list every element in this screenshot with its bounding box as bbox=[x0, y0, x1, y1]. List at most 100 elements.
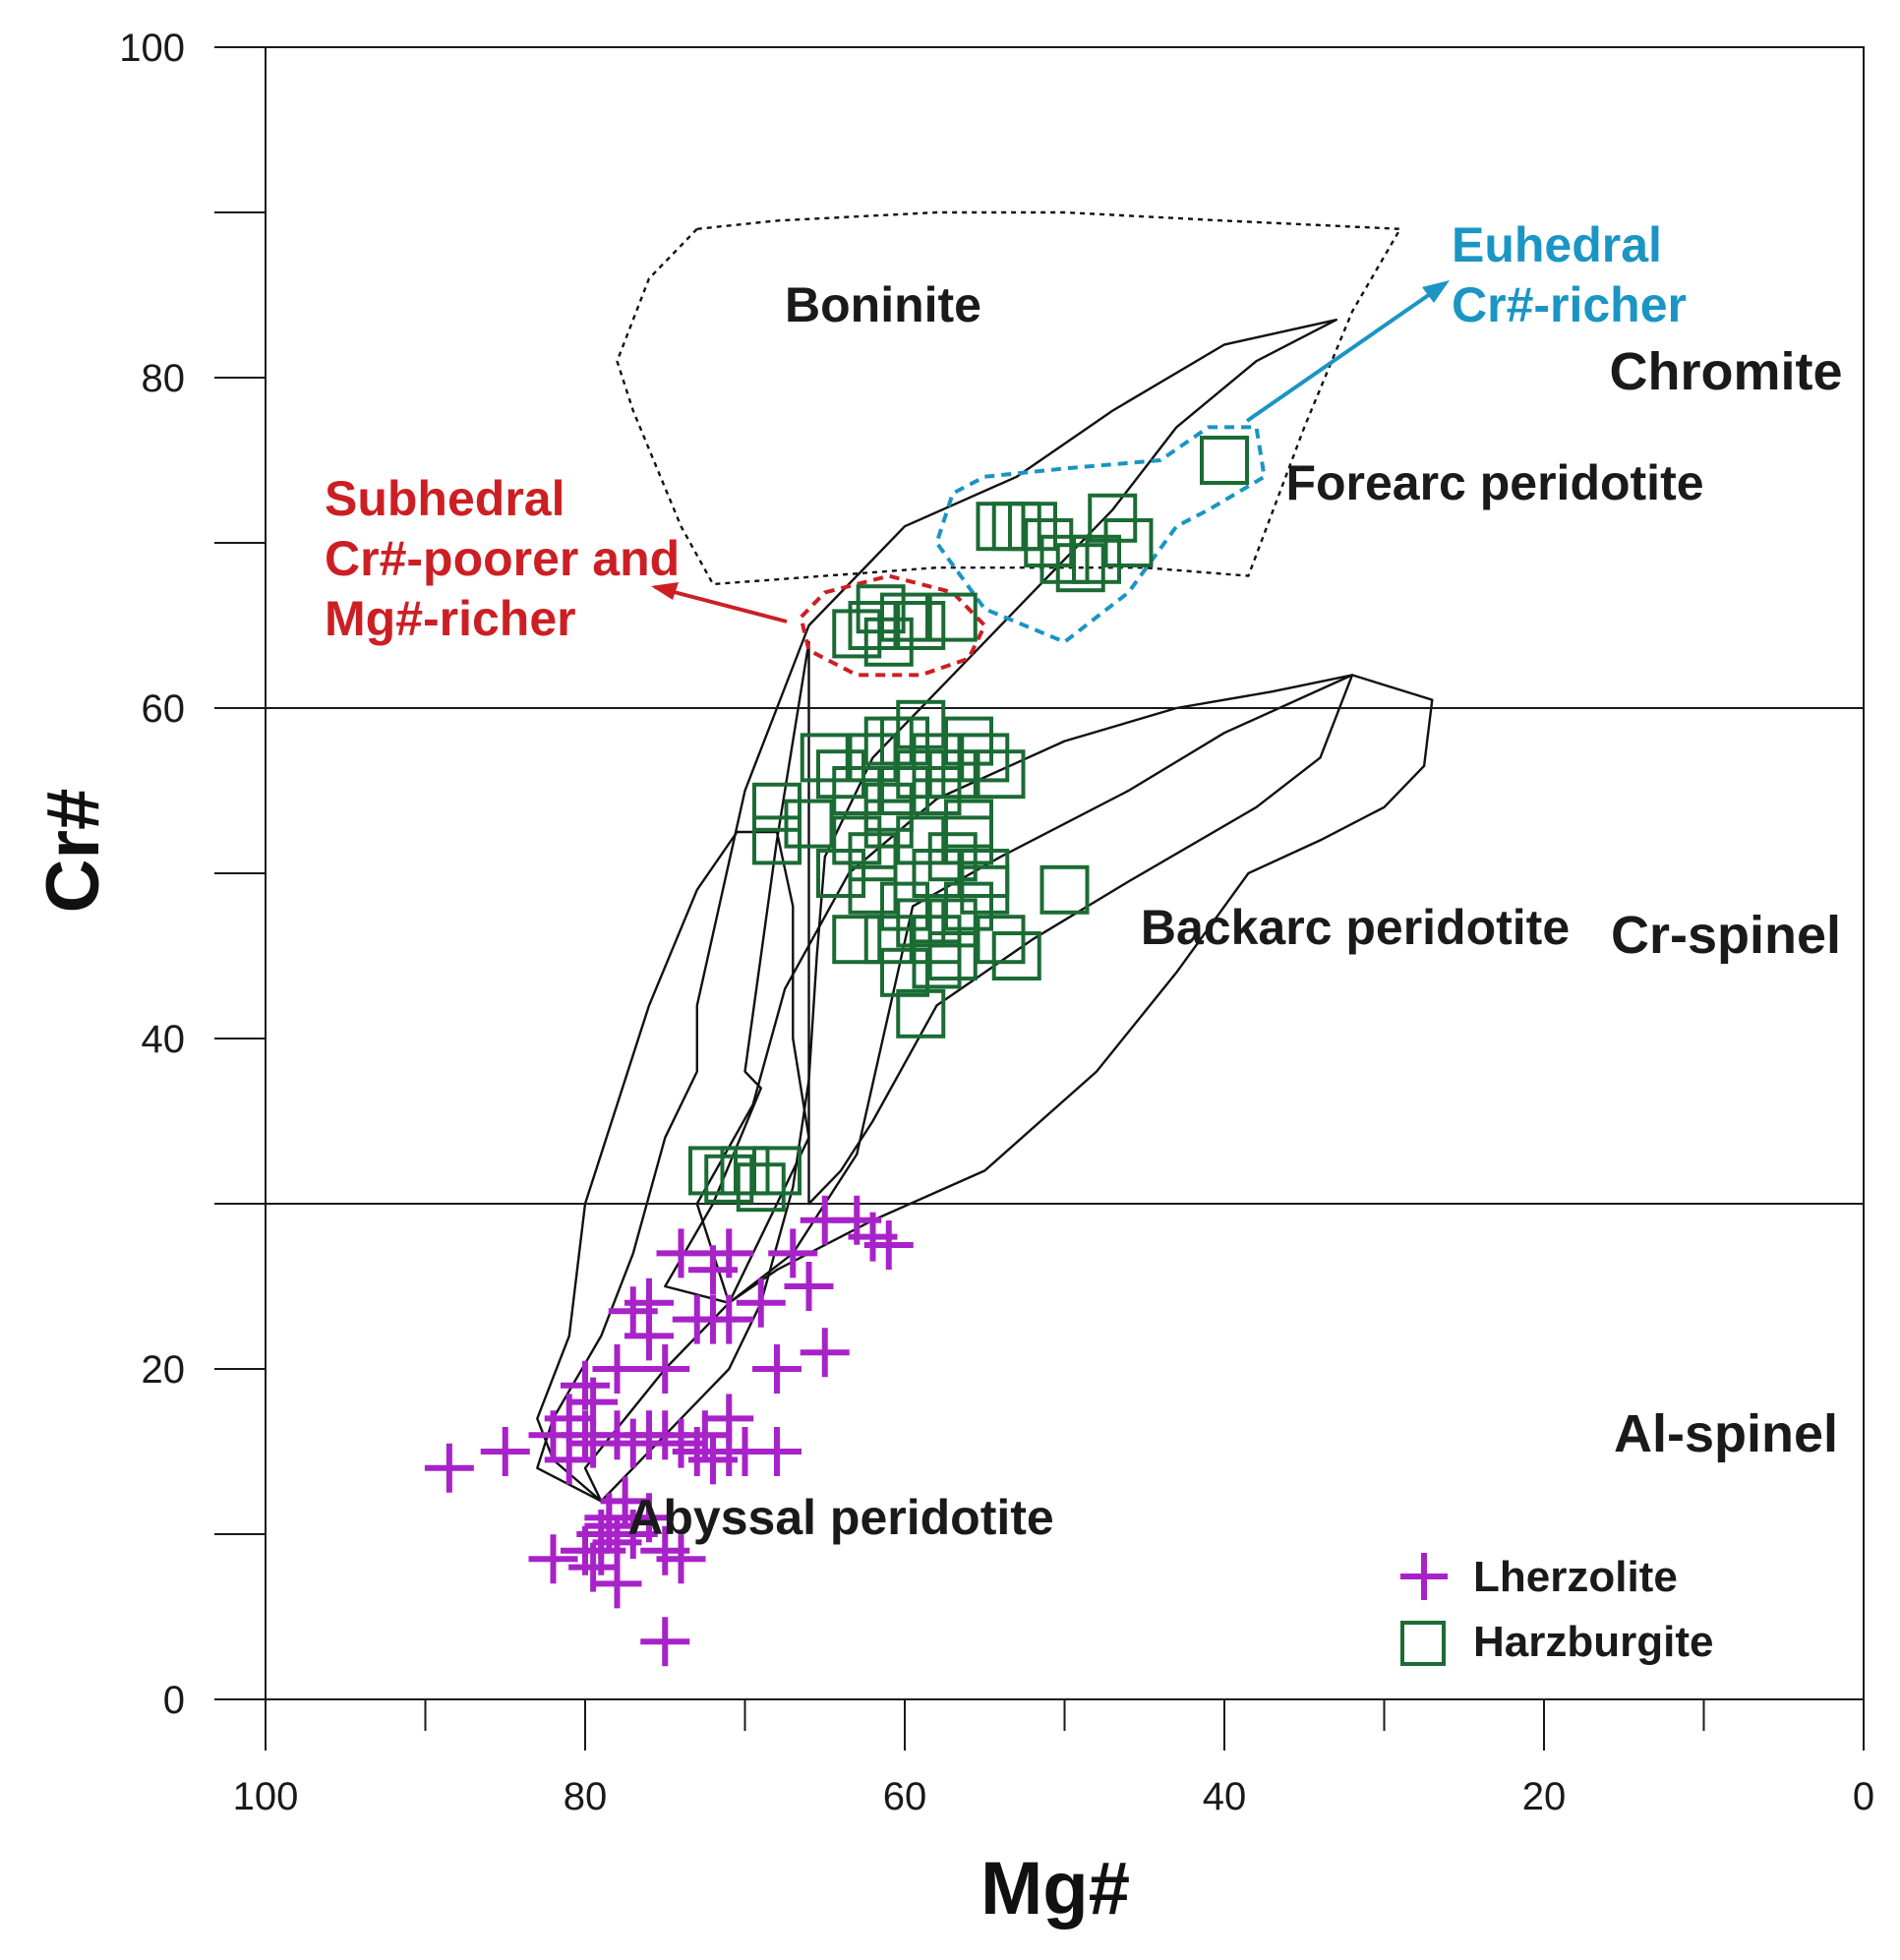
y-tick-label: 100 bbox=[119, 27, 185, 70]
harzburgite-point bbox=[912, 733, 962, 783]
y-tick-label: 40 bbox=[142, 1018, 186, 1061]
zone-boundaries bbox=[266, 707, 1864, 1205]
axes: 0 20 40 60 80 100 100 80 60 40 20 0 bbox=[119, 27, 1874, 1818]
zone-label-chromite: Chromite bbox=[1609, 342, 1842, 401]
harzburgite-point bbox=[1008, 502, 1057, 552]
annotation-euhedral: Euhedral Cr#-richer bbox=[1452, 217, 1687, 332]
euhedral-arrowhead-icon bbox=[1422, 280, 1450, 303]
lherzolite-point bbox=[736, 1277, 786, 1328]
harzburgite-point bbox=[1039, 534, 1090, 584]
harzburgite-point bbox=[863, 915, 914, 965]
lherzolite-point bbox=[656, 1534, 706, 1584]
harzburgite-point bbox=[832, 915, 882, 965]
harzburgite-point bbox=[912, 915, 962, 965]
field-inner-field bbox=[664, 640, 1354, 1305]
lherzolite-point bbox=[624, 1493, 674, 1543]
subhedral-group-outline bbox=[799, 573, 987, 678]
harzburgite-point bbox=[927, 898, 978, 948]
zone-label-al-spinel: Al-spinel bbox=[1614, 1404, 1838, 1463]
harzburgite-point bbox=[896, 749, 946, 800]
tectonic-fields bbox=[536, 210, 1434, 1503]
zone-label-cr-spinel: Cr-spinel bbox=[1611, 906, 1841, 965]
lherzolite-point bbox=[561, 1360, 610, 1410]
lherzolite-point bbox=[624, 1277, 674, 1328]
lherzolite-point bbox=[752, 1427, 802, 1476]
y-tick-label: 60 bbox=[142, 687, 186, 731]
harzburgite-point bbox=[863, 782, 914, 832]
harzburgite-point bbox=[752, 1146, 802, 1196]
x-tick-label: 60 bbox=[883, 1775, 927, 1818]
harzburgite-point bbox=[991, 502, 1041, 552]
harzburgite-point bbox=[816, 749, 865, 800]
lherzolite-point bbox=[592, 1559, 642, 1609]
lherzolite-point bbox=[424, 1443, 474, 1493]
region-label-boninite: Boninite bbox=[785, 277, 981, 332]
harzburgite-point bbox=[960, 864, 1010, 915]
region-label-abyssal: Abyssal peridotite bbox=[627, 1490, 1053, 1545]
lherzolite-point bbox=[784, 1262, 834, 1311]
x-tick-label: 0 bbox=[1853, 1775, 1874, 1818]
harzburgite-point bbox=[912, 939, 962, 989]
legend-label-harzburgite: Harzburgite bbox=[1473, 1618, 1713, 1666]
harzburgite-point bbox=[784, 799, 834, 849]
lherzolite-point bbox=[640, 1344, 690, 1394]
harzburgite-point bbox=[927, 749, 978, 800]
y-tick-label: 20 bbox=[142, 1348, 186, 1392]
harzburgite-point bbox=[976, 502, 1026, 552]
harzburgite-point bbox=[832, 766, 882, 815]
region-label-forearc: Forearc peridotite bbox=[1285, 455, 1703, 510]
legend-harzburgite-icon bbox=[1400, 1621, 1446, 1666]
harzburgite-point bbox=[896, 699, 946, 749]
harzburgite-point bbox=[976, 749, 1026, 800]
harzburgite-point bbox=[880, 947, 929, 997]
lherzolite-point bbox=[704, 1228, 754, 1278]
harzburgite-point bbox=[1039, 864, 1090, 915]
annotation-subhedral-line-3: Mg#-richer bbox=[325, 591, 576, 646]
x-axis-title: Mg# bbox=[980, 1847, 1130, 1930]
euhedral-arrow bbox=[1245, 281, 1448, 423]
x-tick-label: 20 bbox=[1522, 1775, 1567, 1818]
harzburgite-point bbox=[752, 815, 802, 865]
subhedral-arrow bbox=[654, 585, 788, 624]
x-tick-label: 80 bbox=[564, 1775, 608, 1818]
lherzolite-point bbox=[528, 1534, 578, 1584]
x-tick-label: 100 bbox=[233, 1775, 299, 1818]
harzburgite-point bbox=[720, 1146, 770, 1196]
y-tick-label: 0 bbox=[163, 1679, 185, 1722]
harzburgite-point bbox=[880, 766, 929, 815]
harzburgite-point bbox=[848, 601, 898, 650]
legend: Lherzolite Harzburgite bbox=[1400, 1553, 1713, 1666]
harzburgite-point bbox=[944, 881, 993, 931]
lherzolite-point bbox=[640, 1617, 690, 1667]
harzburgite-point bbox=[688, 1146, 738, 1196]
harzburgite-point bbox=[896, 815, 946, 865]
field-backarc-peridotite bbox=[695, 674, 1434, 1305]
harzburgite-point bbox=[927, 832, 978, 882]
x-tick-label: 40 bbox=[1203, 1775, 1247, 1818]
lherzolite-point bbox=[592, 1344, 642, 1394]
harzburgite-point bbox=[976, 915, 1026, 965]
harzburgite-point bbox=[1055, 543, 1105, 593]
harzburgite-point bbox=[880, 881, 929, 931]
lherzolite-point bbox=[480, 1427, 530, 1476]
harzburgite-point bbox=[927, 592, 978, 642]
harzburgite-point bbox=[1103, 518, 1154, 567]
lherzolite-point bbox=[656, 1228, 706, 1278]
euhedral-group-outline bbox=[934, 425, 1267, 644]
subhedral-arrowhead-icon bbox=[651, 582, 679, 600]
harzburgite-point bbox=[991, 931, 1041, 980]
region-label-backarc: Backarc peridotite bbox=[1141, 900, 1570, 955]
harzburgite-point bbox=[960, 733, 1010, 783]
harzburgite-point bbox=[752, 782, 802, 832]
harzburgite-point bbox=[863, 799, 914, 849]
harzburgite-point bbox=[856, 584, 906, 634]
lherzolite-point bbox=[863, 1220, 914, 1270]
lherzolite-point bbox=[584, 1501, 634, 1551]
harzburgite-point bbox=[896, 898, 946, 948]
field-boninite bbox=[616, 210, 1402, 586]
legend-label-lherzolite: Lherzolite bbox=[1473, 1553, 1678, 1601]
harzburgite-point bbox=[1088, 493, 1138, 543]
harzburgite-point bbox=[1072, 534, 1121, 584]
harzburgite-point bbox=[863, 716, 914, 766]
